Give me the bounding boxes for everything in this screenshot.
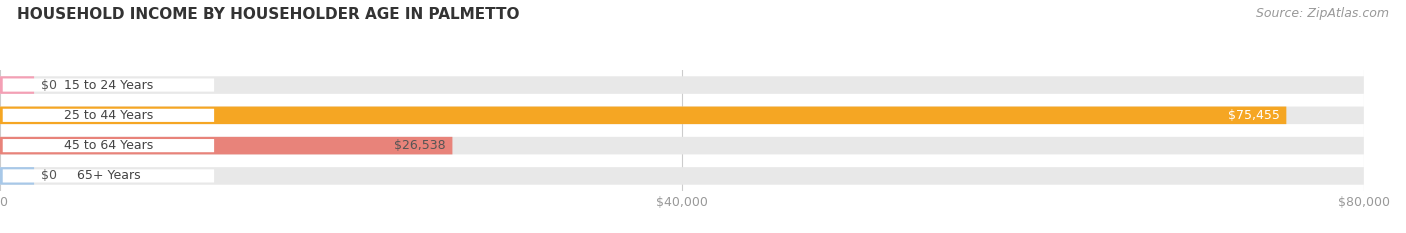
Text: HOUSEHOLD INCOME BY HOUSEHOLDER AGE IN PALMETTO: HOUSEHOLD INCOME BY HOUSEHOLDER AGE IN P… bbox=[17, 7, 519, 22]
FancyBboxPatch shape bbox=[3, 79, 214, 92]
Text: Source: ZipAtlas.com: Source: ZipAtlas.com bbox=[1256, 7, 1389, 20]
FancyBboxPatch shape bbox=[0, 167, 1364, 185]
FancyBboxPatch shape bbox=[0, 76, 34, 94]
FancyBboxPatch shape bbox=[0, 76, 1364, 94]
FancyBboxPatch shape bbox=[0, 137, 453, 154]
FancyBboxPatch shape bbox=[0, 167, 34, 185]
Text: 15 to 24 Years: 15 to 24 Years bbox=[63, 79, 153, 92]
FancyBboxPatch shape bbox=[3, 109, 214, 122]
FancyBboxPatch shape bbox=[0, 106, 1364, 124]
FancyBboxPatch shape bbox=[0, 106, 1286, 124]
Text: $0: $0 bbox=[41, 169, 56, 182]
Text: 45 to 64 Years: 45 to 64 Years bbox=[63, 139, 153, 152]
FancyBboxPatch shape bbox=[3, 169, 214, 182]
Text: 25 to 44 Years: 25 to 44 Years bbox=[63, 109, 153, 122]
Text: $75,455: $75,455 bbox=[1227, 109, 1279, 122]
FancyBboxPatch shape bbox=[3, 139, 214, 152]
FancyBboxPatch shape bbox=[0, 137, 1364, 154]
Text: $26,538: $26,538 bbox=[394, 139, 446, 152]
Text: $0: $0 bbox=[41, 79, 56, 92]
Text: 65+ Years: 65+ Years bbox=[76, 169, 141, 182]
